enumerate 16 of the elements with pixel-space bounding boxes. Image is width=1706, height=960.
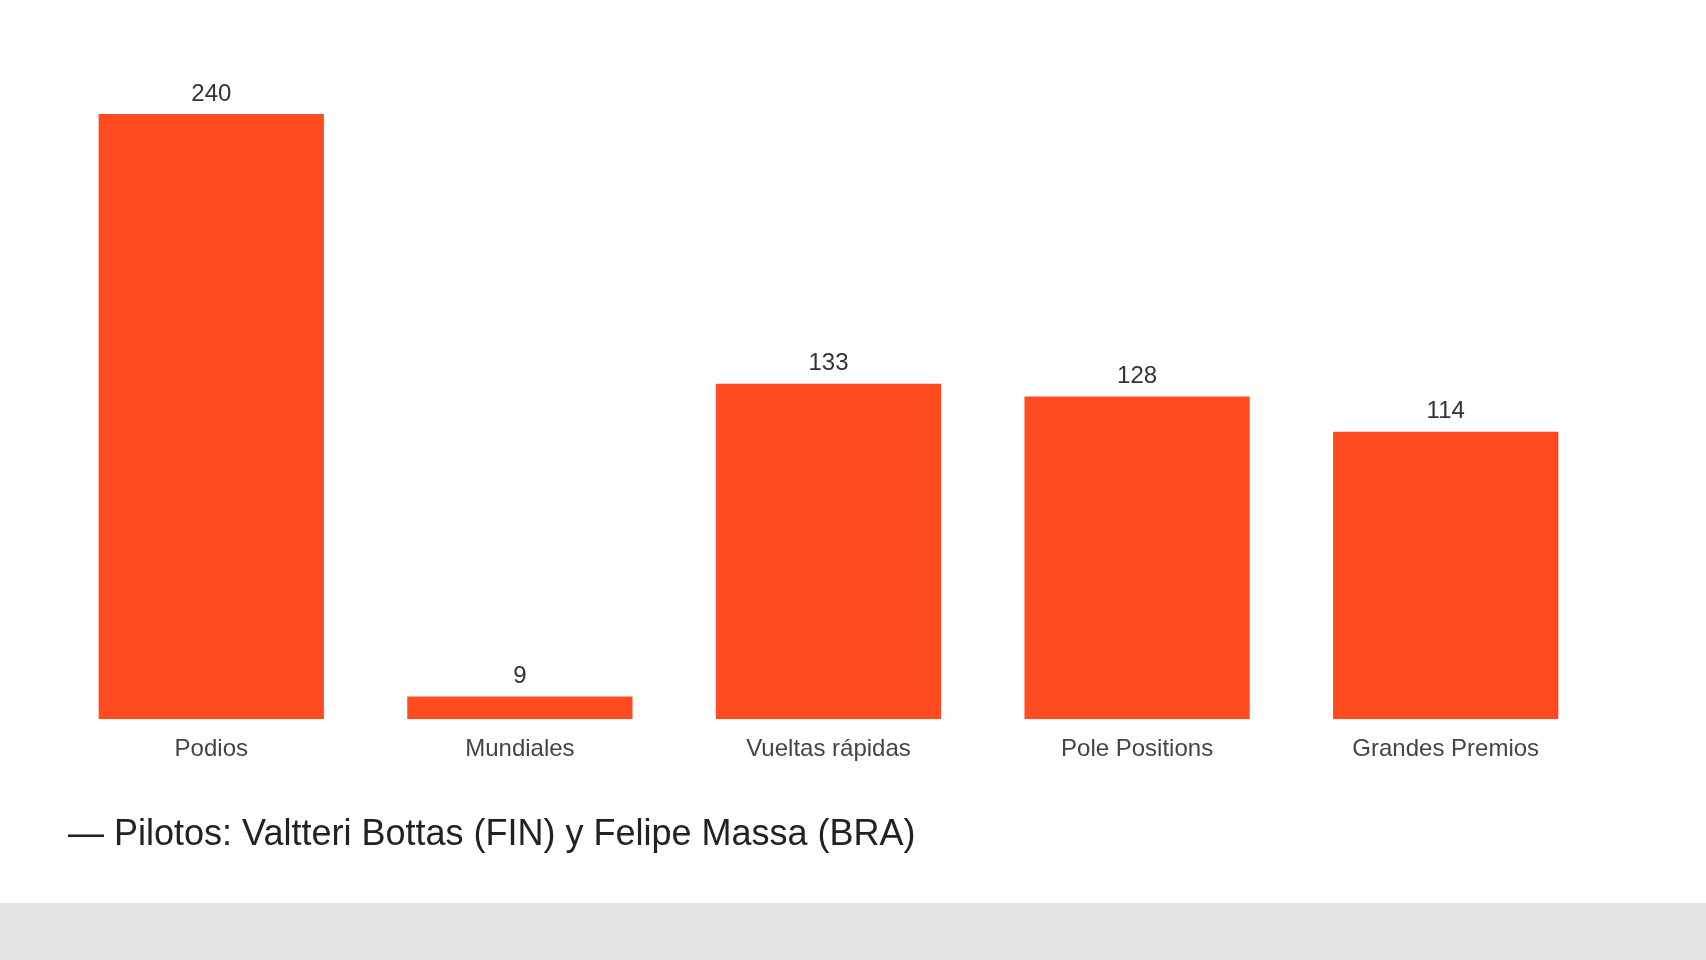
data-label: 9 (513, 661, 527, 689)
bar (1024, 396, 1250, 720)
x-tick-label: Grandes Premios (1352, 734, 1540, 762)
text: — Pilotos: Valtteri Bottas (FIN) y Felipe Massa (BRA) (68, 812, 916, 854)
bar (407, 696, 633, 720)
x-tick-label: Vueltas rápidas (746, 734, 911, 762)
bar (1333, 431, 1559, 720)
bar (98, 114, 324, 720)
data-label: 133 (808, 348, 849, 376)
x-tick-label: Mundiales (465, 734, 575, 762)
data-label: 114 (1426, 396, 1465, 424)
x-tick-label: Pole Positions (1061, 734, 1214, 762)
data-label: 240 (191, 78, 232, 106)
data-label: 128 (1117, 361, 1158, 389)
bar (715, 383, 942, 720)
x-tick-label: Podios (174, 734, 248, 762)
